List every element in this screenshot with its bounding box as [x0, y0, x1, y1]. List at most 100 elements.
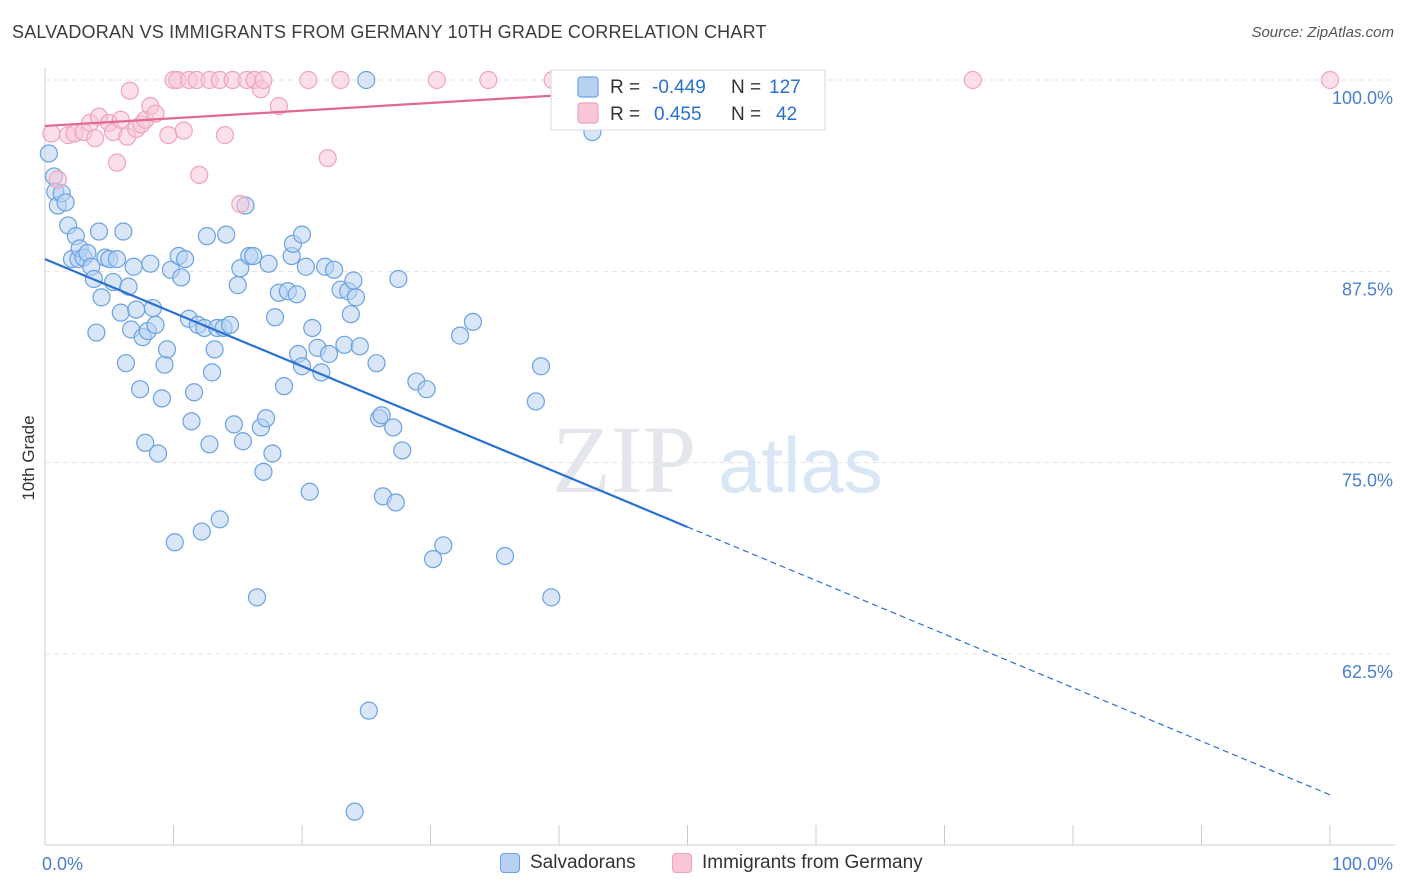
point-series-0-62 — [231, 259, 250, 278]
point-series-0-31 — [136, 433, 155, 452]
stats-legend-swatch-germany — [577, 102, 599, 124]
point-series-1-39 — [427, 70, 447, 90]
point-series-0-51 — [197, 227, 217, 246]
point-series-1-38 — [331, 70, 350, 90]
point-series-0-0 — [39, 144, 58, 163]
point-series-0-41 — [165, 533, 184, 552]
trend-line-solid-0 — [44, 258, 688, 528]
point-series-0-67 — [247, 588, 267, 607]
point-series-0-46 — [182, 412, 201, 431]
point-series-0-69 — [254, 462, 273, 481]
point-series-0-61 — [228, 276, 247, 295]
watermark-zip: ZIP — [552, 406, 696, 513]
point-series-0-83 — [296, 257, 315, 276]
point-series-0-63 — [233, 432, 252, 451]
point-series-0-115 — [526, 392, 545, 411]
point-series-0-21 — [107, 249, 127, 269]
legend-item-germany: Immigrants from Germany — [672, 852, 923, 874]
point-series-0-104 — [384, 418, 403, 437]
y-tick-label-0: 100.0% — [1332, 88, 1393, 108]
point-series-0-15 — [87, 323, 106, 342]
point-series-0-29 — [130, 380, 150, 399]
stats-legend-r-label-1: R = — [610, 77, 640, 98]
stats-legend-r-value-1: -0.449 — [652, 77, 706, 98]
point-series-0-25 — [119, 277, 138, 296]
point-series-0-100 — [367, 354, 386, 373]
point-series-1-37 — [318, 148, 337, 168]
point-series-0-112 — [450, 326, 470, 345]
data-points — [39, 70, 1340, 821]
point-series-0-70 — [256, 409, 276, 428]
point-series-0-98 — [357, 70, 376, 90]
point-series-1-34 — [254, 70, 273, 90]
point-series-0-39 — [157, 340, 177, 359]
point-series-1-36 — [299, 70, 318, 90]
point-series-0-81 — [292, 225, 312, 244]
gridlines — [45, 79, 1395, 655]
point-series-0-85 — [303, 318, 322, 338]
point-series-0-117 — [542, 588, 561, 607]
point-series-0-90 — [325, 260, 344, 279]
point-series-0-47 — [184, 383, 204, 402]
point-series-1-10 — [107, 153, 127, 172]
point-series-0-22 — [111, 303, 130, 322]
stats-legend-n-value-1: 127 — [769, 77, 801, 98]
point-series-1-11 — [111, 110, 130, 129]
point-series-0-95 — [344, 271, 363, 290]
point-series-0-35 — [146, 315, 165, 335]
legend-label-germany: Immigrants from Germany — [702, 852, 923, 873]
legend-label-salvadorans: Salvadorans — [530, 852, 636, 873]
point-series-0-113 — [463, 312, 483, 331]
point-series-0-79 — [287, 285, 306, 304]
point-series-0-75 — [274, 377, 294, 396]
legend-swatch-germany — [672, 853, 692, 873]
point-series-0-53 — [202, 363, 222, 382]
y-axis-label: 10th Grade — [19, 415, 38, 500]
point-series-0-52 — [200, 435, 219, 454]
point-series-0-58 — [217, 225, 236, 244]
point-series-1-19 — [159, 126, 178, 145]
point-series-0-92 — [335, 335, 354, 354]
point-series-0-66 — [244, 246, 263, 266]
point-series-0-17 — [92, 288, 111, 307]
watermark: ZIP atlas — [552, 406, 883, 513]
point-series-0-72 — [263, 444, 282, 463]
watermark-atlas: atlas — [718, 421, 883, 509]
point-series-0-24 — [116, 354, 136, 373]
point-series-1-40 — [479, 70, 498, 90]
point-series-0-38 — [155, 355, 174, 374]
stats-legend-r-value-2: 0.455 — [654, 104, 702, 125]
point-series-0-105 — [386, 493, 405, 512]
point-series-0-43 — [172, 268, 191, 287]
stats-legend-n-label-2: N = — [731, 104, 761, 125]
point-series-1-0 — [42, 124, 61, 143]
x-tick-label-0: 0.0% — [42, 854, 83, 874]
point-series-0-33 — [141, 254, 160, 273]
point-series-0-73 — [265, 308, 285, 327]
point-series-0-84 — [300, 482, 319, 501]
point-series-0-111 — [434, 536, 453, 555]
point-series-1-22 — [174, 121, 193, 140]
point-series-1-28 — [215, 126, 234, 145]
trend-line-dashed-0 — [687, 526, 1331, 796]
point-series-0-59 — [220, 315, 240, 335]
y-tick-label-3: 62.5% — [1342, 662, 1393, 682]
point-series-0-36 — [148, 444, 168, 463]
point-series-0-28 — [127, 300, 146, 319]
point-series-1-6 — [86, 129, 105, 148]
legend-swatch-salvadorans — [500, 853, 520, 873]
point-series-1-30 — [231, 194, 250, 214]
stats-legend-r-label-2: R = — [610, 104, 640, 125]
chart-title: SALVADORAN VS IMMIGRANTS FROM GERMANY 10… — [12, 22, 767, 42]
point-series-0-106 — [389, 269, 408, 289]
point-series-0-49 — [192, 522, 211, 541]
point-series-0-119 — [345, 802, 364, 821]
series-legend: Salvadorans Immigrants from Germany — [0, 852, 1406, 878]
y-tick-label-1: 87.5% — [1342, 279, 1393, 299]
point-series-1-25 — [190, 165, 209, 185]
point-series-0-37 — [152, 389, 172, 408]
point-series-0-114 — [495, 546, 515, 566]
chart-source: Source: ZipAtlas.com — [1251, 24, 1394, 41]
point-series-0-97 — [350, 337, 369, 356]
